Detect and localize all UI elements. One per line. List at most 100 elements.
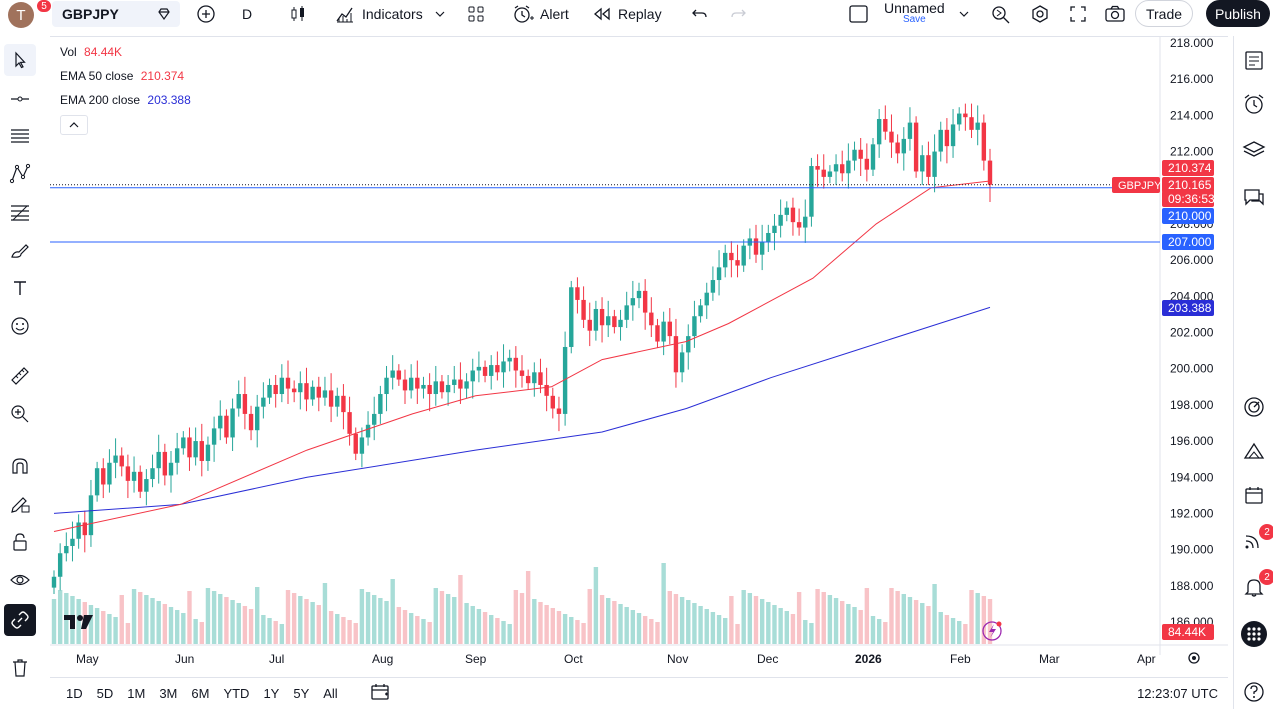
candle-body[interactable]: [439, 381, 445, 393]
candle-body[interactable]: [840, 164, 845, 174]
layout-chevron-down-icon[interactable]: [959, 10, 969, 18]
ideas-icon[interactable]: [1238, 436, 1270, 468]
candle-body[interactable]: [464, 381, 469, 389]
candle-body[interactable]: [618, 319, 623, 328]
candle-body[interactable]: [322, 390, 328, 398]
fullscreen-icon[interactable]: [1062, 0, 1094, 28]
candle-body[interactable]: [378, 394, 383, 414]
candle-body[interactable]: [76, 522, 81, 539]
range-5d[interactable]: 5D: [96, 686, 114, 701]
candle-body[interactable]: [803, 216, 808, 228]
candle-body[interactable]: [519, 370, 525, 376]
candle-body[interactable]: [107, 462, 112, 485]
candle-body[interactable]: [569, 287, 574, 347]
candle-body[interactable]: [735, 260, 740, 266]
candle-body[interactable]: [630, 298, 636, 306]
candle-body[interactable]: [907, 122, 913, 139]
lock-icon[interactable]: [4, 526, 36, 558]
candle-body[interactable]: [766, 232, 771, 243]
candle-body[interactable]: [242, 394, 248, 414]
candle-body[interactable]: [698, 305, 703, 317]
candle-body[interactable]: [310, 386, 315, 400]
candle-body[interactable]: [987, 160, 993, 185]
candle-body[interactable]: [384, 377, 389, 395]
brush-icon[interactable]: [4, 234, 36, 266]
target-icon[interactable]: [1238, 391, 1270, 423]
range-1m[interactable]: 1M: [127, 686, 146, 701]
candle-body[interactable]: [415, 377, 420, 389]
range-5y[interactable]: 5Y: [293, 686, 310, 701]
layouts-grid-icon[interactable]: [460, 0, 492, 28]
candle-body[interactable]: [51, 576, 57, 588]
candle-body[interactable]: [427, 384, 432, 395]
candle-body[interactable]: [944, 129, 950, 147]
candle-body[interactable]: [716, 267, 722, 281]
candle-body[interactable]: [408, 377, 414, 391]
candle-body[interactable]: [544, 384, 549, 396]
candle-body[interactable]: [138, 471, 143, 492]
candle-body[interactable]: [723, 252, 728, 268]
magnet-icon[interactable]: [4, 450, 36, 482]
candle-body[interactable]: [291, 388, 297, 393]
candle-body[interactable]: [168, 462, 174, 476]
candle-body[interactable]: [704, 292, 709, 306]
symbol-search[interactable]: GBPJPY: [52, 1, 180, 27]
user-avatar[interactable]: T 5: [8, 0, 53, 28]
candle-body[interactable]: [729, 252, 734, 261]
candle-body[interactable]: [562, 346, 568, 414]
candle-body[interactable]: [926, 155, 931, 177]
candle-body[interactable]: [858, 149, 863, 159]
candle-body[interactable]: [692, 316, 697, 337]
candle-body[interactable]: [870, 144, 876, 170]
candle-body[interactable]: [482, 366, 488, 376]
axis-settings-gear-icon[interactable]: [1188, 652, 1200, 664]
candle-body[interactable]: [372, 413, 377, 425]
range-6m[interactable]: 6M: [191, 686, 210, 701]
quick-search-icon[interactable]: [984, 0, 1018, 28]
candle-body[interactable]: [144, 479, 149, 492]
calendar-icon[interactable]: [1238, 479, 1270, 511]
candle-body[interactable]: [452, 379, 457, 385]
candle-body[interactable]: [550, 395, 555, 409]
candle-body[interactable]: [809, 166, 814, 217]
layout-menu[interactable]: Unnamed Save: [842, 0, 975, 28]
candle-body[interactable]: [150, 468, 155, 480]
candle-body[interactable]: [593, 308, 599, 331]
fib-retracement-icon[interactable]: [4, 196, 36, 228]
candle-body[interactable]: [285, 377, 291, 389]
candle-body[interactable]: [587, 319, 592, 331]
legend-ema200[interactable]: EMA 200 close 203.388: [60, 93, 191, 107]
candle-body[interactable]: [88, 495, 94, 536]
trash-icon[interactable]: [4, 652, 36, 684]
candle-body[interactable]: [895, 142, 900, 154]
candle-body[interactable]: [532, 372, 537, 384]
range-all[interactable]: All: [323, 686, 338, 701]
candle-body[interactable]: [236, 394, 241, 409]
streams-icon[interactable]: [1238, 525, 1270, 557]
candle-body[interactable]: [957, 113, 962, 125]
candle-body[interactable]: [495, 365, 500, 373]
candle-body[interactable]: [778, 214, 783, 226]
link-icon[interactable]: [4, 604, 36, 636]
candle-body[interactable]: [279, 377, 285, 395]
candle-body[interactable]: [969, 117, 974, 130]
candle-body[interactable]: [353, 433, 358, 454]
undo-icon[interactable]: [684, 0, 716, 28]
candle-body[interactable]: [710, 280, 716, 293]
candle-body[interactable]: [261, 397, 266, 407]
candle-body[interactable]: [815, 166, 820, 170]
candle-body[interactable]: [218, 415, 223, 429]
candle-body[interactable]: [396, 370, 402, 380]
candle-body[interactable]: [507, 357, 512, 362]
interval-button[interactable]: D: [236, 0, 258, 28]
candle-body[interactable]: [156, 451, 161, 469]
redo-icon[interactable]: [722, 0, 754, 28]
candle-body[interactable]: [525, 375, 531, 384]
candle-body[interactable]: [753, 238, 759, 255]
indicators-button[interactable]: Indicators: [328, 0, 451, 28]
candle-body[interactable]: [581, 299, 586, 320]
candle-body[interactable]: [624, 305, 629, 320]
candle-body[interactable]: [950, 124, 956, 147]
chart-pane[interactable]: 218.000216.000214.000212.000210.000208.0…: [50, 36, 1228, 676]
zoom-in-icon[interactable]: [4, 398, 36, 430]
